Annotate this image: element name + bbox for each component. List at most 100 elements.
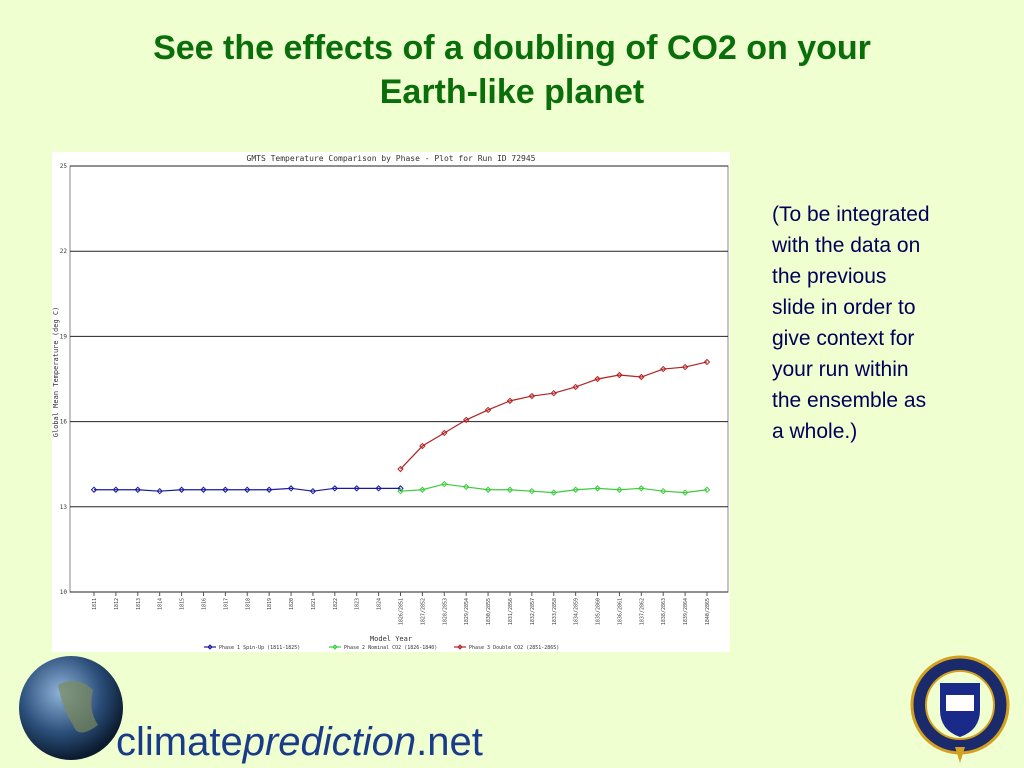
legend-label: Phase 2 Nominal CO2 (1826-1840) (344, 645, 437, 651)
y-axis-label: Global Mean Temperature (deg C) (52, 307, 60, 438)
point (200, 486, 207, 493)
x-tick-label: 1837/2862 (639, 598, 645, 625)
note-line: the ensemble as (772, 389, 927, 412)
point (244, 486, 251, 493)
point (572, 486, 579, 493)
x-tick-label: 1817 (223, 598, 229, 610)
point (638, 485, 645, 492)
series-line (94, 487, 401, 492)
x-tick-label: 1811 (92, 598, 98, 610)
point (419, 442, 426, 450)
point (616, 371, 623, 379)
slide-title: See the effects of a doubling of CO2 on … (0, 26, 1024, 114)
point (419, 486, 426, 493)
point (638, 373, 645, 381)
x-tick-label: 1834/2859 (574, 598, 580, 625)
point (156, 487, 163, 495)
x-tick-label: 1826/2851 (399, 598, 405, 625)
point (462, 483, 470, 491)
y-tick-label: 10 (60, 589, 68, 596)
note-line: slide in order to (772, 296, 916, 319)
y-tick-label: 19 (60, 333, 68, 340)
point (441, 429, 448, 437)
y-tick-label: 25 (60, 163, 68, 170)
x-tick-label: 1829/2854 (464, 598, 470, 625)
x-tick-label: 1816 (201, 598, 207, 610)
point (112, 486, 120, 493)
point (353, 485, 360, 492)
point (550, 489, 557, 496)
y-tick-label: 16 (60, 419, 68, 426)
x-tick-label: 1832/2857 (530, 598, 536, 625)
side-note: (To be integrated with the data on the pre… (772, 199, 930, 447)
point (375, 485, 382, 492)
note-line: the previous (772, 265, 887, 288)
point (265, 486, 273, 493)
x-tick-label: 1840/2865 (705, 598, 711, 625)
point (287, 485, 295, 492)
chart: GMTS Temperature Comparison by Phase - P… (52, 152, 730, 652)
note-line: a whole.) (772, 420, 858, 443)
x-tick-label: 1833/2858 (552, 598, 558, 625)
legend-marker (332, 644, 338, 650)
series-line (400, 361, 708, 470)
legend-label: Phase 3 Double CO2 (2851-2865) (469, 645, 559, 651)
point (506, 397, 514, 405)
chart-title: GMTS Temperature Comparison by Phase - P… (247, 154, 536, 163)
title-line: Earth-like planet (379, 73, 645, 111)
point (703, 486, 711, 493)
logo: climateprediction.net (116, 720, 483, 765)
point (331, 485, 339, 492)
x-tick-label: 1818 (245, 598, 251, 610)
point (660, 487, 667, 495)
note-line: give context for (772, 327, 915, 350)
point (309, 487, 317, 495)
x-tick-label: 1812 (114, 598, 120, 610)
point (572, 383, 579, 391)
legend-marker (207, 644, 213, 650)
logo-text: climate (116, 720, 243, 764)
x-axis-label: Model Year (370, 635, 412, 643)
y-tick-label: 13 (60, 504, 68, 511)
x-tick-label: 1839/2864 (683, 598, 689, 625)
x-tick-label: 1830/2855 (486, 598, 492, 625)
point (681, 363, 689, 371)
x-tick-label: 1824 (377, 598, 383, 610)
legend-marker (457, 644, 463, 650)
title-line: See the effects of a doubling of CO2 on … (153, 29, 871, 67)
x-tick-label: 1836/2861 (617, 598, 623, 625)
point (397, 487, 404, 495)
x-tick-label: 1823 (355, 598, 361, 610)
point (506, 486, 514, 493)
point (681, 489, 689, 496)
x-tick-label: 1835/2860 (596, 598, 602, 625)
point (397, 465, 404, 473)
x-tick-label: 1838/2863 (661, 598, 667, 625)
point (594, 375, 601, 383)
x-tick-label: 1820 (289, 598, 295, 610)
x-tick-label: 1827/2852 (420, 598, 426, 625)
chart-background (52, 152, 730, 652)
point (90, 486, 98, 493)
point (616, 486, 623, 493)
x-tick-label: 1814 (158, 598, 164, 610)
point (222, 486, 229, 493)
x-tick-label: 1815 (180, 598, 186, 610)
note-line: (To be integrated (772, 203, 930, 226)
point (462, 416, 470, 424)
point (178, 486, 185, 493)
crest (910, 655, 1010, 763)
logo-text: prediction (242, 720, 417, 764)
x-tick-label: 1828/2853 (442, 598, 448, 625)
x-tick-label: 1831/2856 (508, 598, 514, 625)
point (550, 389, 557, 397)
x-tick-label: 1813 (136, 598, 142, 610)
x-tick-label: 1821 (311, 598, 317, 610)
x-tick-label: 1822 (333, 598, 339, 610)
point (134, 486, 141, 493)
series-line (400, 483, 708, 494)
point (528, 392, 536, 400)
point (703, 358, 711, 366)
logo-text: .net (416, 720, 483, 764)
